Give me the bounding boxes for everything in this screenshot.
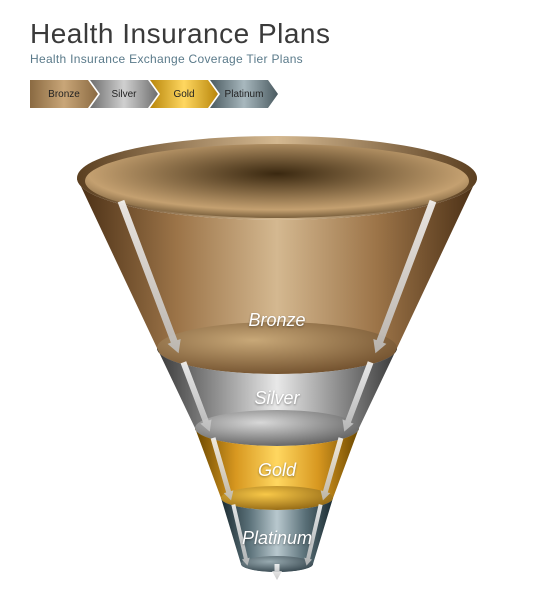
funnel-svg bbox=[57, 130, 497, 580]
page-subtitle: Health Insurance Exchange Coverage Tier … bbox=[30, 52, 554, 66]
legend-item-bronze: Bronze bbox=[30, 80, 98, 108]
legend-item-gold: Gold bbox=[150, 80, 218, 108]
funnel-shelf-silver bbox=[195, 410, 359, 446]
tier-legend: BronzeSilverGoldPlatinum bbox=[30, 80, 554, 108]
funnel-shelf-gold bbox=[221, 486, 333, 510]
funnel-shelf-bronze bbox=[157, 322, 397, 374]
header: Health Insurance Plans Health Insurance … bbox=[0, 0, 554, 66]
legend-item-platinum: Platinum bbox=[210, 80, 278, 108]
legend-item-silver: Silver bbox=[90, 80, 158, 108]
funnel-chart: BronzeSilverGoldPlatinum bbox=[57, 130, 497, 580]
funnel-rim-inner bbox=[85, 144, 469, 218]
page-title: Health Insurance Plans bbox=[30, 18, 554, 50]
